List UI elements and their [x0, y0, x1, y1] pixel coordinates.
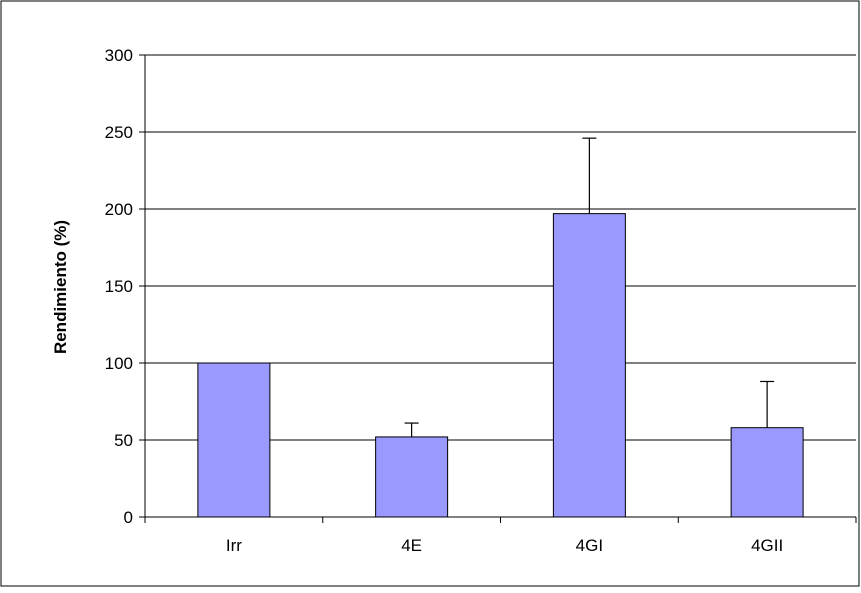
y-tick-label: 0	[124, 508, 133, 527]
y-tick-label: 200	[105, 200, 133, 219]
x-tick-label-4e: 4E	[401, 536, 422, 555]
bar-4gi	[552, 213, 626, 518]
x-tick-label-irr: Irr	[226, 536, 242, 555]
bar-4gii	[730, 427, 804, 518]
y-tick-label: 250	[105, 123, 133, 142]
bar-4e	[375, 436, 449, 518]
axes	[139, 54, 857, 523]
error-bars	[404, 137, 775, 437]
y-tick-label: 150	[105, 277, 133, 296]
y-axis-title: Rendimiento (%)	[51, 220, 70, 354]
y-tick-label: 100	[105, 354, 133, 373]
y-tick-label: 300	[105, 46, 133, 65]
x-tick-label-4gi: 4GI	[576, 536, 603, 555]
bar-irr	[197, 362, 271, 518]
x-tick-label-4gii: 4GII	[751, 536, 783, 555]
y-tick-label: 50	[114, 431, 133, 450]
tick-labels: 0 50 100 150 200 250 300 Irr 4E 4GI 4GII	[105, 46, 784, 555]
